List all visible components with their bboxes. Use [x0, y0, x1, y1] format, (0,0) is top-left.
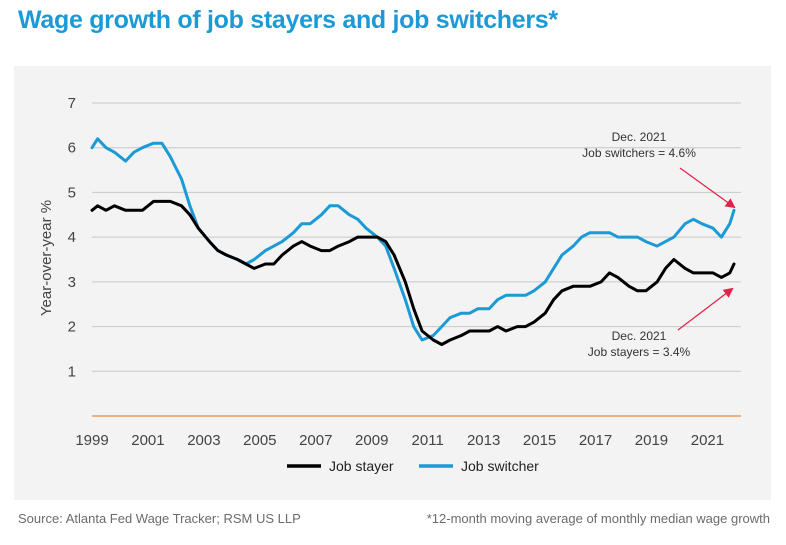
x-tick-labels: 1999 2001 2003 2005 2007 2009 2011 2013 2015 2017…	[75, 432, 724, 449]
x-tick-label: 2009	[355, 432, 388, 449]
x-tick-label: 2007	[299, 432, 332, 449]
annotation-switcher-line1: Dec. 2021	[612, 130, 667, 144]
y-tick-label: 5	[68, 184, 76, 201]
x-tick-label: 2005	[243, 432, 276, 449]
y-tick-label: 2	[68, 319, 76, 336]
y-tick-label: 7	[68, 95, 76, 112]
x-tick-label: 2019	[635, 432, 668, 449]
chart-title: Wage growth of job stayers and job switc…	[18, 6, 558, 34]
y-tick-label: 6	[68, 140, 76, 157]
annotation-stayer-line2: Job stayers = 3.4%	[588, 345, 691, 359]
y-axis-label: Year-over-year %	[38, 200, 55, 316]
x-tick-label: 2017	[579, 432, 612, 449]
y-tick-label: 1	[68, 363, 76, 380]
x-tick-label: 2011	[412, 432, 444, 449]
y-tick-labels: 1 2 3 4 5 6 7	[68, 95, 76, 380]
legend: Job stayer Job switcher	[287, 458, 539, 474]
annotation-switcher-line2: Job switchers = 4.6%	[582, 146, 696, 160]
y-tick-label: 3	[68, 274, 76, 291]
series-line-job-stayer	[90, 199, 736, 346]
x-tick-label: 2003	[187, 432, 220, 449]
series-line-job-switcher	[90, 137, 736, 342]
legend-label-stayer: Job stayer	[329, 458, 394, 474]
legend-label-switcher: Job switcher	[461, 458, 539, 474]
x-tick-label: 1999	[75, 432, 108, 449]
footnote: *12-month moving average of monthly medi…	[426, 511, 770, 526]
annotation-stayer-line1: Dec. 2021	[612, 329, 667, 343]
x-tick-label: 2021	[691, 432, 724, 449]
annotation-stayer-arrow	[677, 287, 734, 331]
chart-panel	[14, 66, 771, 500]
series-lines	[90, 137, 736, 346]
source-note: Source: Atlanta Fed Wage Tracker; RSM US…	[18, 511, 301, 526]
y-tick-label: 4	[68, 229, 76, 246]
annotations: Dec. 2021 Job switchers = 4.6% Dec. 2021…	[582, 130, 736, 359]
x-tick-label: 2013	[467, 432, 500, 449]
annotation-switcher-arrow	[679, 167, 736, 209]
x-tick-label: 2015	[523, 432, 556, 449]
x-tick-label: 2001	[131, 432, 164, 449]
